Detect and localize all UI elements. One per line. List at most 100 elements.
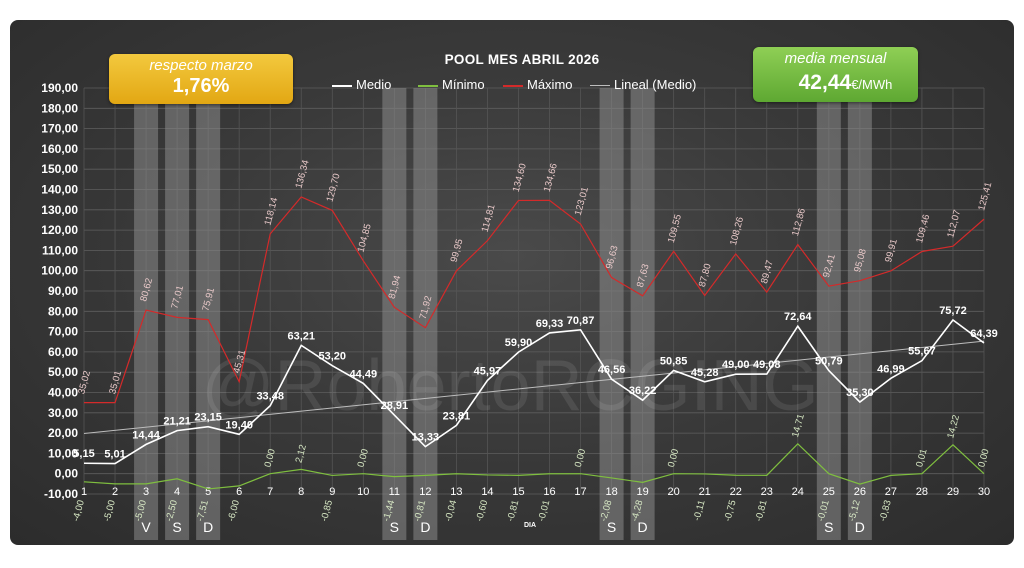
maximo-data-label: 123,01: [573, 186, 591, 217]
x-tick-label: 20: [668, 486, 680, 498]
minimo-data-label: -5,00: [133, 499, 149, 523]
x-tick-label: 24: [792, 486, 804, 498]
series-line-maximo: [83, 196, 985, 404]
minimo-data-label: -0,81: [505, 499, 521, 523]
weekend-day-letter: D: [855, 519, 865, 535]
weekend-day-letter: S: [824, 519, 833, 535]
maximo-data-label: 129,70: [325, 172, 343, 203]
maximo-data-label: 114,81: [480, 203, 498, 233]
medio-data-label: 28,91: [381, 400, 409, 412]
minimo-data-label: -0,01: [815, 499, 831, 523]
medio-data-label: 13,33: [412, 432, 440, 444]
x-tick-label: 17: [574, 486, 586, 498]
medio-data-label: 50,85: [660, 355, 688, 367]
weekend-band: [382, 88, 407, 540]
weekend-day-letter: D: [420, 519, 430, 535]
trend-line: [83, 340, 985, 435]
weekend-band: [816, 88, 841, 540]
y-tick-label: 100,00: [41, 264, 78, 278]
medio-data-label: 44,49: [350, 368, 378, 380]
y-tick-label: 190,00: [41, 81, 78, 95]
x-tick-label: 5: [205, 486, 211, 498]
medio-data-label: 23,81: [443, 410, 471, 422]
series-line-medio: [83, 318, 985, 465]
x-tick-label: 23: [761, 486, 773, 498]
change-vs-march-badge: respecto marzo 1,76%: [109, 54, 293, 104]
maximo-data-label: 125,41: [976, 181, 994, 212]
average-value: 42,44: [798, 71, 852, 94]
x-tick-label: 30: [978, 486, 990, 498]
minimo-data-label: 14,22: [945, 414, 962, 440]
maximo-data-label: 89,47: [759, 259, 776, 285]
y-axis-ticks: -10,00 0,00 10,00 20,00 30,00 40,00 50,00 60,00…: [41, 81, 78, 501]
legend-swatch-lineal: [590, 85, 610, 87]
x-tick-label: 6: [236, 486, 242, 498]
legend-label-minimo: Mínimo: [442, 77, 485, 92]
medio-data-label: 36,22: [629, 385, 657, 397]
medio-data-label: 5,15: [73, 448, 94, 460]
y-tick-label: 160,00: [41, 142, 78, 156]
minimo-data-label: -2,50: [164, 499, 180, 523]
average-value-line: 42,44€/MWh: [753, 71, 918, 95]
minimo-data-label: -7,51: [195, 499, 211, 523]
minimo-data-label: 0,00: [666, 448, 681, 469]
x-tick-label: 7: [267, 486, 273, 498]
maximo-data-label: 118,14: [262, 196, 280, 226]
legend-label-lineal: Lineal (Medio): [614, 77, 697, 92]
medio-data-label: 50,79: [815, 356, 843, 368]
maximo-data-label: 112,86: [790, 207, 808, 237]
medio-data-label: 45,28: [691, 367, 719, 379]
change-value: 1,76%: [172, 75, 230, 97]
x-tick-label: 25: [823, 486, 835, 498]
minimo-data-label: -5,00: [102, 499, 118, 523]
x-tick-label: 22: [730, 486, 742, 498]
minimo-data-label: -5,12: [847, 499, 863, 523]
x-tick-label: 1: [81, 486, 87, 498]
medio-data-label: 69,33: [536, 318, 564, 330]
legend-item-medio: Medio: [332, 77, 391, 92]
maximo-data-label: 87,80: [697, 262, 714, 288]
medio-data-label: 70,87: [567, 315, 595, 327]
legend-swatch-maximo: [503, 84, 523, 87]
legend-item-minimo: Mínimo: [418, 77, 485, 92]
y-tick-label: 80,00: [48, 304, 78, 318]
y-tick-label: 180,00: [41, 101, 78, 115]
maximo-data-label: 134,66: [542, 162, 560, 193]
weekend-band: [165, 88, 190, 540]
maximo-data-label: 108,26: [728, 216, 746, 247]
legend-label-medio: Medio: [356, 77, 392, 92]
minimo-data-label: 0,00: [573, 448, 588, 469]
minimo-data-label: 0,00: [262, 448, 277, 469]
y-tick-label: -10,00: [44, 487, 78, 501]
y-tick-label: 40,00: [48, 386, 78, 400]
x-axis-ticks: 1 2 3 4 5 6 7 8 9 10 11 12 13 14 15 16 17 18 19 20 21 22 23 24 2…: [81, 486, 990, 498]
x-tick-label: 9: [329, 486, 335, 498]
medio-data-label: 75,72: [939, 305, 967, 317]
y-tick-label: 60,00: [48, 345, 78, 359]
medio-data-label: 33,48: [256, 391, 284, 403]
y-tick-label: 0,00: [55, 467, 79, 481]
y-tick-label: 90,00: [48, 284, 78, 298]
minimo-data-label: -6,00: [226, 499, 242, 523]
medio-data-label: 23,15: [194, 412, 222, 424]
minimo-data-label: 0,00: [976, 448, 991, 469]
x-tick-label: 13: [450, 486, 462, 498]
minimo-data-label: -0,85: [319, 499, 335, 523]
minimo-data-label: -0,75: [722, 499, 738, 523]
maximo-data-label: 109,55: [666, 213, 684, 244]
x-tick-label: 14: [481, 486, 493, 498]
y-tick-label: 50,00: [48, 365, 78, 379]
maximo-data-label: 134,60: [511, 162, 529, 193]
weekend-day-letter: V: [141, 519, 151, 535]
weekend-day-letter: D: [638, 519, 648, 535]
minimo-data-label: -0,60: [474, 499, 490, 523]
change-caption: respecto marzo: [149, 57, 253, 74]
medio-data-label: 53,20: [319, 351, 347, 363]
x-tick-label: 15: [512, 486, 524, 498]
x-tick-label: 8: [298, 486, 304, 498]
medio-data-label: 64,39: [970, 328, 998, 340]
minimo-data-label: -0,11: [692, 499, 708, 522]
minimo-data-label: -4,28: [629, 499, 645, 523]
